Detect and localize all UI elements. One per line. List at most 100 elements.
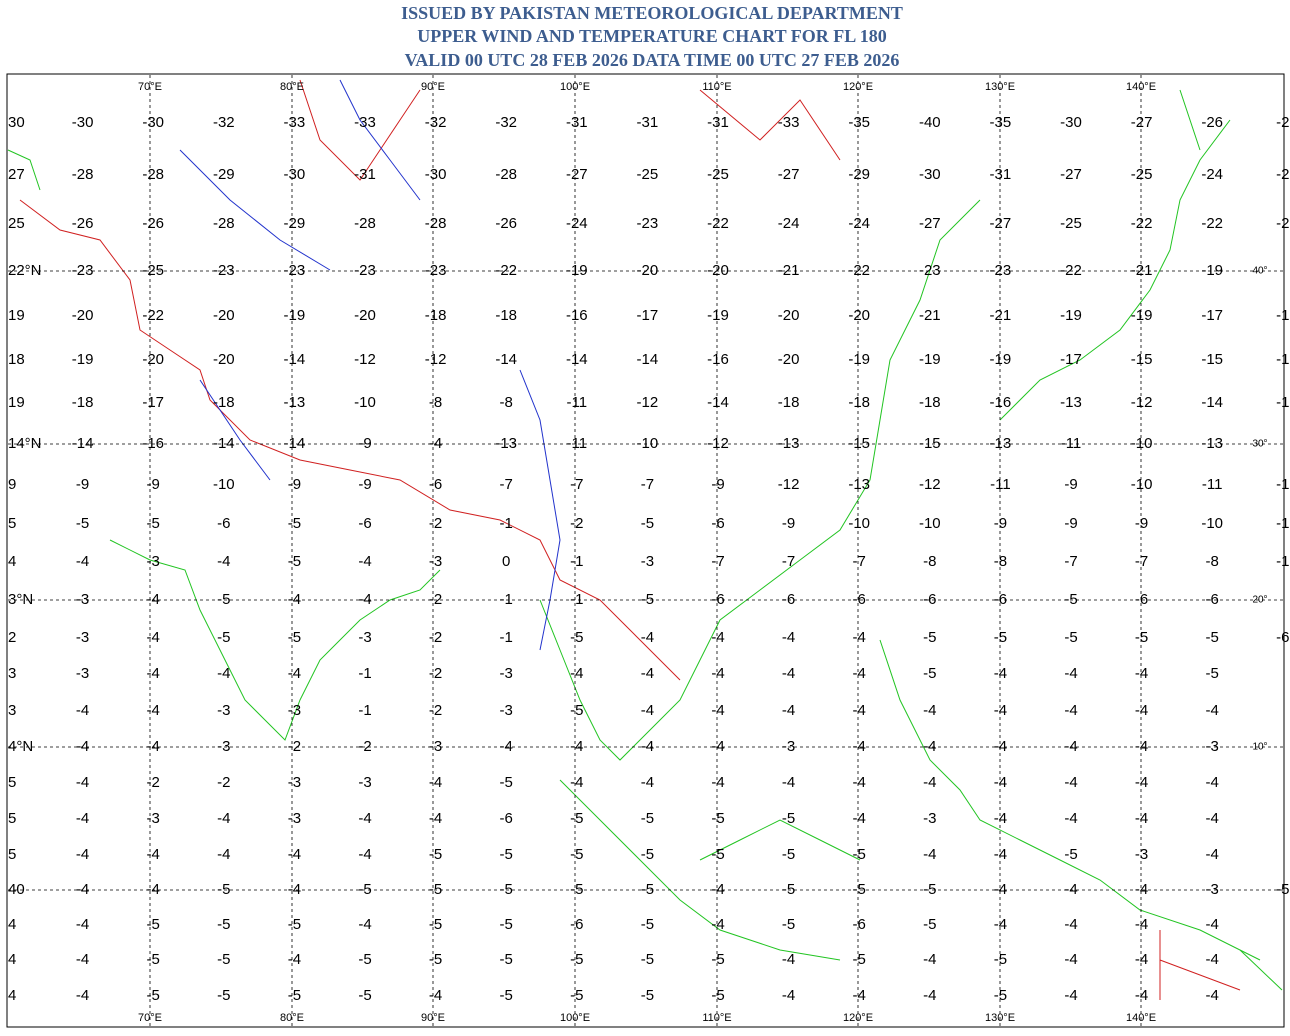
temperature-label: -2 xyxy=(1276,166,1289,183)
temperature-label: -4 xyxy=(1064,702,1077,719)
temperature-label: -16 xyxy=(142,435,164,452)
longitude-label: 80°E xyxy=(280,81,304,93)
temperature-label: -4 xyxy=(853,629,866,646)
temperature-label: -11 xyxy=(990,476,1011,493)
temperature-label: -13 xyxy=(848,476,870,493)
temperature-label: -19 xyxy=(1131,307,1153,324)
temperature-label: -5 xyxy=(288,916,301,933)
temperature-label: -32 xyxy=(213,114,235,131)
temperature-label: -4 xyxy=(358,846,371,863)
temperature-label: -3 xyxy=(288,810,301,827)
temperature-label: -4 xyxy=(76,846,89,863)
temperature-label: -5 xyxy=(147,987,160,1004)
longitude-label: 110°E xyxy=(702,1012,731,1024)
temperature-label: -33 xyxy=(778,114,800,131)
temperature-label: -21 xyxy=(1131,262,1153,279)
temperature-label: -6 xyxy=(217,515,230,532)
temperature-label: -3 xyxy=(923,810,936,827)
temperature-label: -20 xyxy=(848,307,870,324)
temperature-label: 4 xyxy=(8,553,16,570)
temperature-label: -13 xyxy=(1201,435,1223,452)
temperature-label: -15 xyxy=(1131,351,1153,368)
temperature-label: -1 xyxy=(500,515,513,532)
temperature-label: -3 xyxy=(500,702,513,719)
temperature-label: -20 xyxy=(72,307,94,324)
temperature-label: -13 xyxy=(778,435,800,452)
temperature-label: 5 xyxy=(8,810,16,827)
borders xyxy=(19,79,1241,1000)
temperature-label: 18 xyxy=(8,351,25,368)
temperature-label: -23 xyxy=(213,262,235,279)
title-line: UPPER WIND AND TEMPERATURE CHART FOR FL … xyxy=(417,26,887,46)
temperature-label: -3 xyxy=(1206,881,1219,898)
temperature-label: -23 xyxy=(637,215,659,232)
temperature-label: -4 xyxy=(76,774,89,791)
temperature-label: -4 xyxy=(641,738,654,755)
temperature-label: 22°N xyxy=(8,262,42,279)
temperature-label: -32 xyxy=(425,114,447,131)
temperature-label: -26 xyxy=(495,215,517,232)
temperature-label: -5 xyxy=(923,629,936,646)
temperature-label: -2 xyxy=(358,738,371,755)
temperature-label: -4 xyxy=(1135,702,1148,719)
temperature-label: -6 xyxy=(994,591,1007,608)
temperature-label: -20 xyxy=(142,351,164,368)
temperature-label: -11 xyxy=(567,394,588,411)
temperature-label: -4 xyxy=(782,774,795,791)
temperature-label: -5 xyxy=(429,881,442,898)
temperature-label: -4 xyxy=(1064,810,1077,827)
temperature-label: -6 xyxy=(570,916,583,933)
temperature-label: -27 xyxy=(1060,166,1082,183)
river xyxy=(179,79,561,651)
temperature-label: -18 xyxy=(495,307,517,324)
latitude-label: 10° xyxy=(1252,742,1267,753)
temperature-label: -5 xyxy=(1276,881,1289,898)
temperature-label: -5 xyxy=(570,702,583,719)
temperature-label: -35 xyxy=(990,114,1012,131)
temperature-label: 40 xyxy=(8,881,25,898)
temperature-label: -22 xyxy=(848,262,870,279)
temperature-label: -4 xyxy=(147,881,160,898)
temperature-label: -3 xyxy=(1135,846,1148,863)
temperature-label: -4 xyxy=(147,702,160,719)
temperature-label: -21 xyxy=(778,262,800,279)
temperature-label: -5 xyxy=(358,987,371,1004)
temperature-label: -5 xyxy=(147,916,160,933)
temperature-label: -12 xyxy=(778,476,800,493)
temperature-label: -1 xyxy=(1276,476,1289,493)
temperature-label: -1 xyxy=(500,591,513,608)
title-line: VALID 00 UTC 28 FEB 2026 DATA TIME 00 UT… xyxy=(405,50,900,70)
temperature-label: -5 xyxy=(994,629,1007,646)
temperature-label: -4 xyxy=(1064,665,1077,682)
temperature-label: -22 xyxy=(1060,262,1082,279)
temperature-label: -9 xyxy=(782,515,795,532)
temperature-label: -13 xyxy=(495,435,517,452)
temperature-label: -22 xyxy=(495,262,517,279)
temperature-label: -8 xyxy=(994,553,1007,570)
temperature-label: -14 xyxy=(495,351,517,368)
longitude-label: 90°E xyxy=(421,1012,445,1024)
temperature-label: -20 xyxy=(778,351,800,368)
temperature-label: -4 xyxy=(1064,774,1077,791)
temperature-label: -4 xyxy=(641,629,654,646)
temperature-label: -5 xyxy=(711,810,724,827)
temperature-label: -9 xyxy=(1064,515,1077,532)
temperature-label: -22 xyxy=(1131,215,1153,232)
temperature-label: -12 xyxy=(637,394,659,411)
temperature-label: -6 xyxy=(358,515,371,532)
temperature-label: -13 xyxy=(284,394,306,411)
temperature-label: -4 xyxy=(923,774,936,791)
temperature-label: -4 xyxy=(923,951,936,968)
temperature-label: -4 xyxy=(711,738,724,755)
temperature-label: -4 xyxy=(641,702,654,719)
temperature-label: -5 xyxy=(570,951,583,968)
latitude-label: 30° xyxy=(1252,439,1267,450)
temperature-label: -26 xyxy=(1201,114,1223,131)
temperature-label: -16 xyxy=(566,307,588,324)
temperature-label: -29 xyxy=(213,166,235,183)
temperature-label: -4 xyxy=(76,810,89,827)
temperature-label: -25 xyxy=(1060,215,1082,232)
temperature-label: 4 xyxy=(8,987,16,1004)
temperature-label: -14 xyxy=(637,351,659,368)
